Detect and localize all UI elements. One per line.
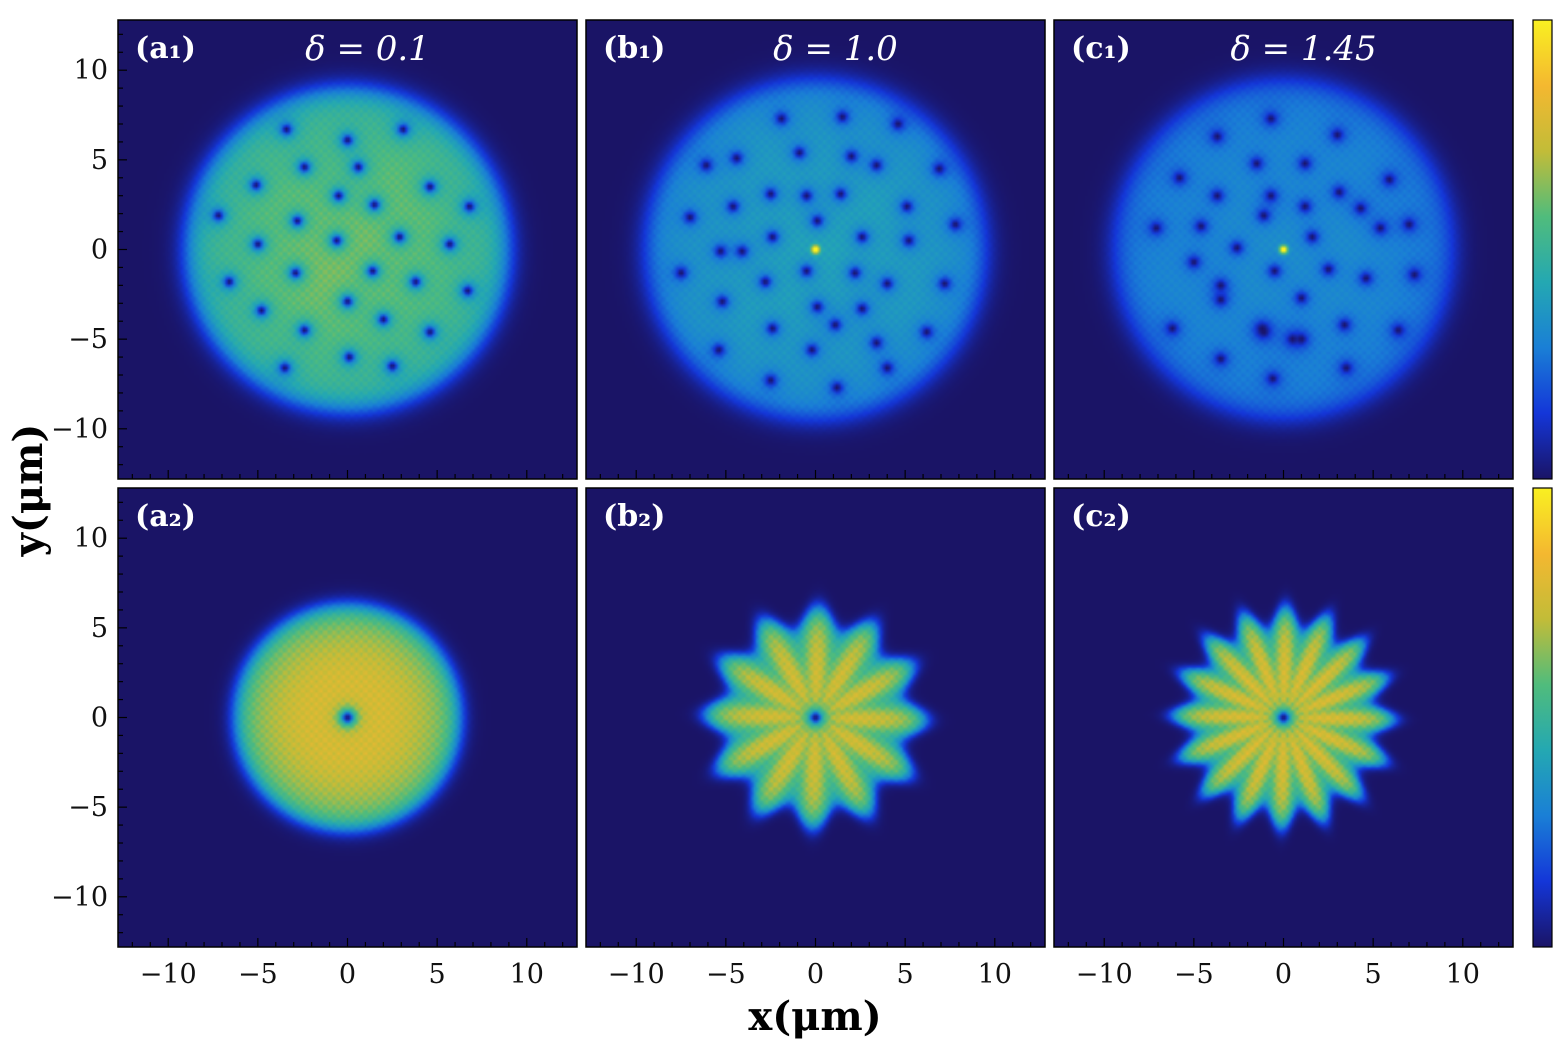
- y-tick-label: −5: [68, 324, 108, 355]
- colorbar-1: [1532, 19, 1553, 480]
- panel-title: δ = 1.45: [1230, 29, 1376, 69]
- x-tick-label: 10: [510, 959, 544, 990]
- x-tick-label: −5: [1174, 959, 1214, 990]
- density-heatmap: [1054, 488, 1513, 947]
- density-heatmap: [118, 488, 577, 947]
- x-tick-label: 0: [1275, 959, 1292, 990]
- x-axis-title: x(μm): [748, 993, 881, 1040]
- x-tick-label: 5: [429, 959, 446, 990]
- panel-label: (c₂): [1071, 499, 1131, 534]
- panel-a₁: (a₁) δ = 0.1 −10 −5 0 5 10: [51, 19, 578, 480]
- density-heatmap: [586, 20, 1045, 479]
- y-tick-label: 5: [91, 613, 108, 644]
- y-axis-title: y(μm): [5, 424, 52, 558]
- density-heatmap: [118, 20, 577, 479]
- x-tick-label: 5: [897, 959, 914, 990]
- y-tick-label: −5: [68, 792, 108, 823]
- colorbar-gradient: [1532, 487, 1553, 948]
- y-tick-label: −10: [51, 414, 108, 445]
- x-tick-label: −10: [1076, 959, 1133, 990]
- density-heatmap: [1054, 20, 1513, 479]
- x-tick-label: −10: [608, 959, 665, 990]
- y-tick-label: 10: [74, 55, 108, 86]
- colorbar-2: [1532, 487, 1553, 948]
- x-tick-label: 5: [1365, 959, 1382, 990]
- x-tick-label: −5: [238, 959, 278, 990]
- x-tick-label: 10: [1446, 959, 1480, 990]
- panel-c₁: (c₁) δ = 1.45: [1053, 19, 1514, 480]
- panel-label: (b₁): [603, 31, 666, 66]
- x-tick-label: 0: [807, 959, 824, 990]
- density-heatmap: [586, 488, 1045, 947]
- y-tick-label: 5: [91, 145, 108, 176]
- panel-label: (a₂): [135, 499, 196, 534]
- y-tick-label: 0: [91, 703, 108, 734]
- colorbar-gradient: [1532, 19, 1553, 480]
- panel-title: δ = 0.1: [305, 29, 430, 69]
- panel-label: (b₂): [603, 499, 666, 534]
- panel-a₂: (a₂) −10 −5 0 5 10 −10 −5 0 5 10: [51, 487, 578, 990]
- panel-c₂: (c₂) −10 −5 0 5 10: [1053, 487, 1514, 990]
- x-tick-label: 0: [339, 959, 356, 990]
- x-tick-label: −5: [706, 959, 746, 990]
- x-tick-label: 10: [978, 959, 1012, 990]
- panel-label: (a₁): [135, 31, 196, 66]
- panel-title: δ = 1.0: [773, 29, 898, 69]
- x-tick-label: −10: [140, 959, 197, 990]
- panel-b₂: (b₂) −10 −5 0 5 10: [585, 487, 1046, 990]
- y-tick-label: 10: [74, 523, 108, 554]
- panel-b₁: (b₁) δ = 1.0: [585, 19, 1046, 480]
- y-tick-label: −10: [51, 882, 108, 913]
- panel-label: (c₁): [1071, 31, 1131, 66]
- y-tick-label: 0: [91, 235, 108, 266]
